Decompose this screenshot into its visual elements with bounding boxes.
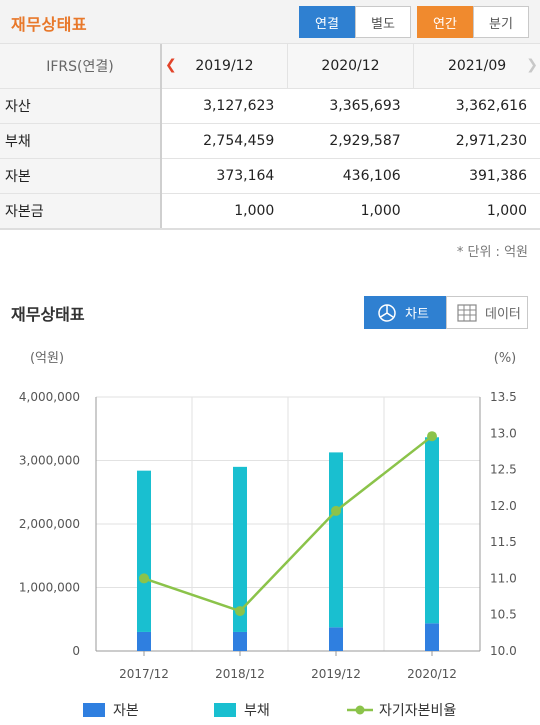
table-row: 자본금 1,000 1,000 1,000: [0, 193, 540, 229]
ratio-point: [427, 431, 437, 442]
x-tick-label: 2017/12: [119, 667, 169, 681]
cell-value: 3,365,693: [287, 88, 414, 124]
legend-label: 자기자본비율: [379, 703, 457, 719]
y2-tick-label: 12.0: [490, 499, 517, 513]
period-header-2019: ❮ 2019/12: [161, 44, 288, 89]
legend-swatch-liability: [214, 703, 236, 717]
y2-tick-label: 11.0: [490, 571, 517, 585]
ratio-point: [235, 606, 245, 617]
y-tick-label: 1,000,000: [19, 581, 80, 595]
y2-tick-label: 11.5: [490, 535, 517, 549]
period-label: 2019/12: [195, 57, 254, 74]
legend-item-liability: 부채: [214, 700, 270, 720]
bar-liability: [329, 452, 343, 628]
cell-value: 2,929,587: [287, 123, 414, 159]
separate-button[interactable]: 별도: [355, 6, 411, 38]
row-label: 자산: [0, 88, 162, 124]
page-title: 재무상태표: [11, 15, 88, 34]
pie-chart-icon: [378, 303, 396, 322]
y-tick-label: 4,000,000: [19, 390, 80, 404]
period-label: 2020/12: [321, 57, 380, 74]
cell-value: 391,386: [413, 158, 540, 194]
period-label: 2021/09: [447, 57, 507, 74]
y-tick-label: 2,000,000: [19, 517, 80, 531]
bar-liability: [233, 466, 247, 632]
table-row: 자산 3,127,623 3,365,693 3,362,616: [0, 88, 540, 124]
chart-toggle-label: 차트: [405, 307, 429, 322]
chart-toggle-button[interactable]: 차트: [364, 296, 446, 329]
balance-sheet-table: IFRS(연결) ❮ 2019/12 2020/12 2021/09 ❯ 자산 …: [0, 44, 540, 229]
period-header-2021: 2021/09 ❯: [413, 44, 540, 89]
annual-button[interactable]: 연간: [417, 6, 473, 38]
cell-value: 3,362,616: [413, 88, 540, 124]
table-row: 자본 373,164 436,106 391,386: [0, 158, 540, 194]
ifrs-header: IFRS(연결): [0, 44, 162, 89]
y-tick-label: 0: [72, 644, 80, 658]
legend-item-capital: 자본: [83, 700, 139, 720]
cell-value: 373,164: [161, 158, 288, 194]
y2-tick-label: 10.5: [490, 608, 517, 622]
data-toggle-button[interactable]: 데이터: [446, 296, 528, 329]
cell-value: 1,000: [287, 193, 414, 229]
bar-capital: [233, 631, 247, 651]
cell-value: 1,000: [161, 193, 288, 229]
chevron-right-icon[interactable]: ❯: [526, 57, 538, 73]
cell-value: 3,127,623: [161, 88, 288, 124]
bar-liability: [137, 470, 151, 632]
legend-swatch-capital: [83, 703, 105, 717]
ratio-line: [143, 435, 433, 613]
balance-sheet-chart: (억원) (%) 0 1,000,000 2,000,000 3,000,000 4,000…: [19, 351, 517, 681]
row-label: 자본: [0, 158, 162, 194]
table-header-row: IFRS(연결) ❮ 2019/12 2020/12 2021/09 ❯: [0, 44, 540, 89]
y-tick-label: 3,000,000: [19, 454, 80, 468]
cell-value: 1,000: [413, 193, 540, 229]
period-header-2020: 2020/12: [287, 44, 415, 89]
top-bar: 재무상태표 연결 별도 연간 분기: [0, 0, 540, 44]
x-tick-label: 2018/12: [215, 667, 265, 681]
y2-tick-label: 13.0: [490, 426, 517, 440]
legend-swatch-ratio: [347, 705, 373, 715]
unit-note: * 단위 : 억원: [456, 245, 528, 260]
table-divider: [0, 228, 540, 230]
bar-capital: [329, 627, 343, 651]
section-title: 재무상태표: [11, 305, 85, 324]
x-tick-label: 2020/12: [407, 667, 457, 681]
consolidated-button[interactable]: 연결: [299, 6, 355, 38]
table-icon: [457, 303, 477, 322]
data-toggle-label: 데이터: [485, 307, 521, 322]
bar-capital: [137, 631, 151, 651]
y2-tick-label: 13.5: [490, 390, 517, 404]
y-axis-unit: (억원): [30, 351, 64, 366]
x-tick-label: 2019/12: [311, 667, 361, 681]
cell-value: 2,971,230: [413, 123, 540, 159]
chevron-left-icon[interactable]: ❮: [165, 57, 177, 73]
legend-item-ratio: 자기자본비율: [347, 700, 456, 720]
row-label: 자본금: [0, 193, 162, 229]
ratio-point: [139, 573, 149, 584]
quarterly-button[interactable]: 분기: [473, 6, 529, 38]
table-row: 부채 2,754,459 2,929,587 2,971,230: [0, 123, 540, 159]
y2-axis-unit: (%): [494, 351, 517, 366]
cell-value: 2,754,459: [161, 123, 288, 159]
row-label: 부채: [0, 123, 162, 159]
legend-label: 자본: [113, 703, 139, 719]
legend-label: 부채: [244, 703, 270, 719]
y2-tick-label: 10.0: [490, 644, 517, 658]
cell-value: 436,106: [287, 158, 414, 194]
bar-liability: [425, 437, 439, 624]
ratio-point: [331, 505, 341, 516]
y2-tick-label: 12.5: [490, 463, 517, 477]
bar-capital: [425, 623, 439, 651]
